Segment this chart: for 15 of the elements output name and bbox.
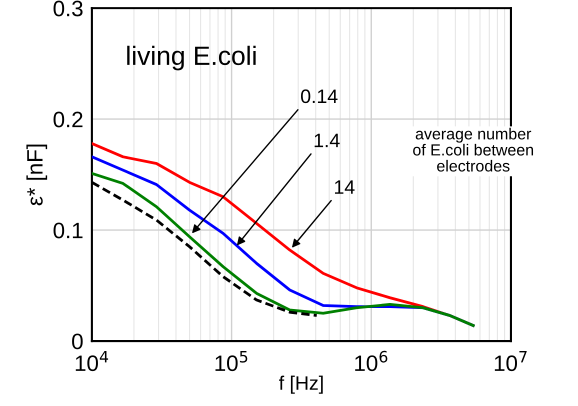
y-tick-label: 0.1 xyxy=(54,222,82,238)
annotation: 0.14 xyxy=(301,89,338,104)
x-tick-label: 10$^{4}$ xyxy=(76,351,108,372)
annotation: 1.4 xyxy=(314,134,340,148)
x-tick-label: 10$^{6}$ xyxy=(355,350,388,372)
x-axis-title: f [Hz] xyxy=(279,376,323,394)
x-tick-label: 10$^{5}$ xyxy=(216,351,248,372)
y-tick-label: 0.2 xyxy=(54,112,82,128)
annotation: average number of E.coli between electrodes xyxy=(413,128,534,172)
y-axis-title: ε* [nF] xyxy=(26,144,48,206)
x-tick-label: 10$^{7}$ xyxy=(494,351,527,372)
y-tick-label: 0 xyxy=(72,334,83,350)
annotation: 14 xyxy=(334,180,355,194)
annotation: living E.coli xyxy=(127,46,256,70)
y-tick-label: 0.3 xyxy=(54,0,83,16)
